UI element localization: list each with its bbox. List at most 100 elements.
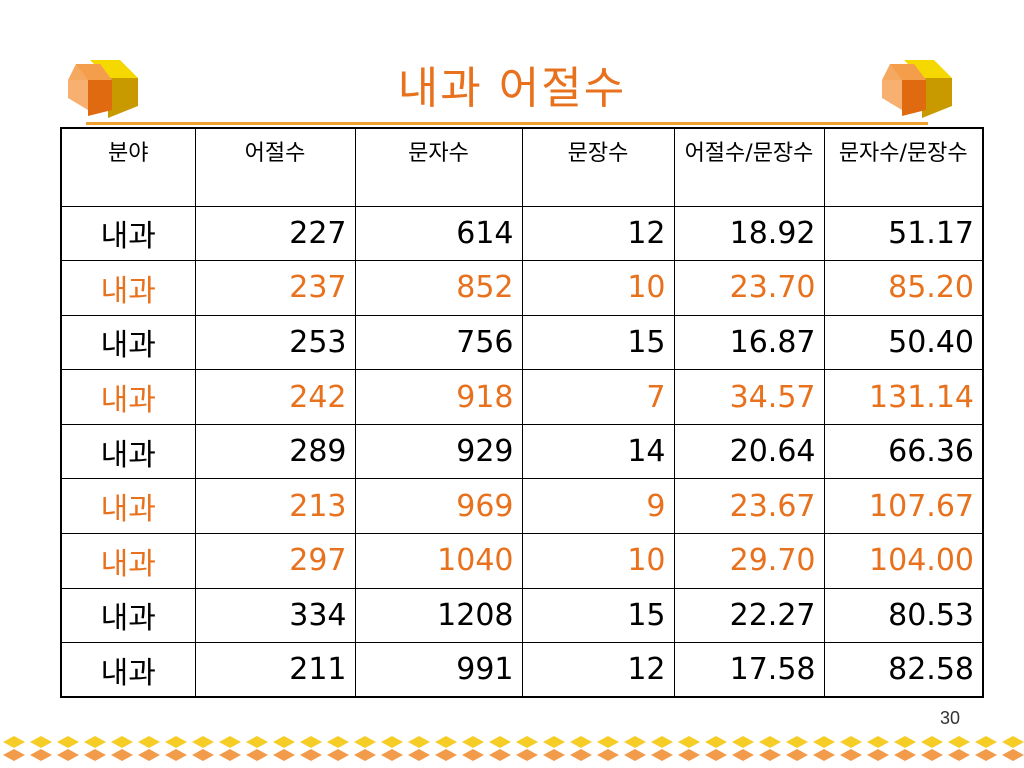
- cell-eojeol-per-sentence: 20.64: [673, 423, 825, 480]
- data-table: 분야 어절수 문자수 문장수 어절수/문장수 문자수/문장수 내과 227 614 1…: [60, 127, 984, 699]
- diamond-shape: [624, 736, 646, 761]
- cell-char-per-sentence: 51.17: [823, 205, 984, 262]
- cell-eojeol-count: 237: [194, 260, 356, 316]
- cell-char-count: 1208: [354, 587, 523, 644]
- cell-eojeol-per-sentence: 17.58: [673, 642, 825, 698]
- header-char-per-sentence: 문자수/문장수: [823, 127, 984, 207]
- diamond-shape: [354, 736, 376, 761]
- cell-char-count: 929: [354, 423, 523, 480]
- diamond-shape: [516, 736, 538, 761]
- diamond-shape: [381, 736, 403, 761]
- cell-field: 내과: [60, 587, 196, 644]
- cell-char-per-sentence: 82.58: [823, 642, 984, 698]
- cell-eojeol-per-sentence: 16.87: [673, 314, 825, 371]
- cell-field: 내과: [60, 478, 196, 535]
- header-field: 분야: [60, 127, 196, 207]
- diamond-shape: [867, 736, 889, 761]
- diamond-shape: [597, 736, 619, 761]
- diamond-shape: [651, 736, 673, 761]
- diamond-shape: [1002, 736, 1024, 761]
- cell-eojeol-per-sentence: 23.67: [673, 478, 825, 535]
- cell-field: 내과: [60, 260, 196, 316]
- cell-char-count: 614: [354, 205, 523, 262]
- cell-char-per-sentence: 107.67: [823, 478, 984, 535]
- diamond-shape: [894, 736, 916, 761]
- diamond-shape: [84, 736, 106, 761]
- cell-sentence-count: 9: [521, 478, 675, 535]
- diamond-shape: [786, 736, 808, 761]
- table-row: 내과 213 969 9 23.67 107.67: [60, 478, 984, 535]
- diamond-shape: [300, 736, 322, 761]
- diamond-shape: [948, 736, 970, 761]
- cell-eojeol-per-sentence: 23.70: [673, 260, 825, 316]
- cell-char-per-sentence: 85.20: [823, 260, 984, 316]
- header-char-count: 문자수: [354, 127, 523, 207]
- diamond-shape: [192, 736, 214, 761]
- table-row: 내과 227 614 12 18.92 51.17: [60, 205, 984, 262]
- cell-field: 내과: [60, 369, 196, 425]
- diamond-shape: [543, 736, 565, 761]
- diamond-shape: [678, 736, 700, 761]
- cell-sentence-count: 12: [521, 205, 675, 262]
- diamond-shape: [219, 736, 241, 761]
- table-row: 내과 289 929 14 20.64 66.36: [60, 423, 984, 480]
- header-eojeol-count: 어절수: [194, 127, 356, 207]
- table-header-row: 분야 어절수 문자수 문장수 어절수/문장수 문자수/문장수: [60, 127, 984, 207]
- cell-eojeol-count: 213: [194, 478, 356, 535]
- diamond-shape: [327, 736, 349, 761]
- cell-eojeol-per-sentence: 29.70: [673, 533, 825, 589]
- diamond-shape: [705, 736, 727, 761]
- diamond-shape: [462, 736, 484, 761]
- cell-field: 내과: [60, 423, 196, 480]
- cell-sentence-count: 15: [521, 314, 675, 371]
- diamond-shape: [138, 736, 160, 761]
- diamond-shape: [732, 736, 754, 761]
- page-number: 30: [939, 708, 960, 728]
- header-eojeol-per-sentence: 어절수/문장수: [673, 127, 825, 207]
- title-underline: [86, 122, 928, 125]
- cell-sentence-count: 7: [521, 369, 675, 425]
- cell-eojeol-count: 297: [194, 533, 356, 589]
- cell-eojeol-per-sentence: 22.27: [673, 587, 825, 644]
- diamond-shape: [813, 736, 835, 761]
- table-body: 내과 227 614 12 18.92 51.17 내과 237 852 10 23.70 85.20…: [60, 205, 984, 698]
- cell-char-count: 969: [354, 478, 523, 535]
- cell-char-per-sentence: 50.40: [823, 314, 984, 371]
- cell-sentence-count: 15: [521, 587, 675, 644]
- table-row: 내과 253 756 15 16.87 50.40: [60, 314, 984, 371]
- diamond-shape: [921, 736, 943, 761]
- header-sentence-count: 문장수: [521, 127, 675, 207]
- diamond-shape: [57, 736, 79, 761]
- cell-char-count: 852: [354, 260, 523, 316]
- cell-sentence-count: 10: [521, 260, 675, 316]
- diamond-shape: [3, 736, 25, 761]
- cell-eojeol-count: 334: [194, 587, 356, 644]
- cube-icon: [882, 60, 952, 118]
- cell-char-count: 918: [354, 369, 523, 425]
- diamond-shape: [489, 736, 511, 761]
- cell-field: 내과: [60, 533, 196, 589]
- cell-eojeol-count: 289: [194, 423, 356, 480]
- cell-eojeol-count: 227: [194, 205, 356, 262]
- diamond-shape: [408, 736, 430, 761]
- diamond-shape: [435, 736, 457, 761]
- diamond-pattern-icon: [3, 736, 1024, 761]
- cell-char-count: 991: [354, 642, 523, 698]
- cell-eojeol-count: 211: [194, 642, 356, 698]
- diamond-shape: [273, 736, 295, 761]
- cell-eojeol-per-sentence: 18.92: [673, 205, 825, 262]
- diamond-shape: [570, 736, 592, 761]
- table-row: 내과 211 991 12 17.58 82.58: [60, 642, 984, 698]
- diamond-shape: [975, 736, 997, 761]
- diamond-shape: [111, 736, 133, 761]
- cell-sentence-count: 14: [521, 423, 675, 480]
- cell-field: 내과: [60, 642, 196, 698]
- slide-title: 내과 어절수: [397, 63, 627, 114]
- cell-field: 내과: [60, 205, 196, 262]
- table-row: 내과 334 1208 15 22.27 80.53: [60, 587, 984, 644]
- diamond-shape: [840, 736, 862, 761]
- cube-icon: [68, 60, 138, 118]
- cell-eojeol-count: 253: [194, 314, 356, 371]
- cell-eojeol-per-sentence: 34.57: [673, 369, 825, 425]
- table-row: 내과 297 1040 10 29.70 104.00: [60, 533, 984, 589]
